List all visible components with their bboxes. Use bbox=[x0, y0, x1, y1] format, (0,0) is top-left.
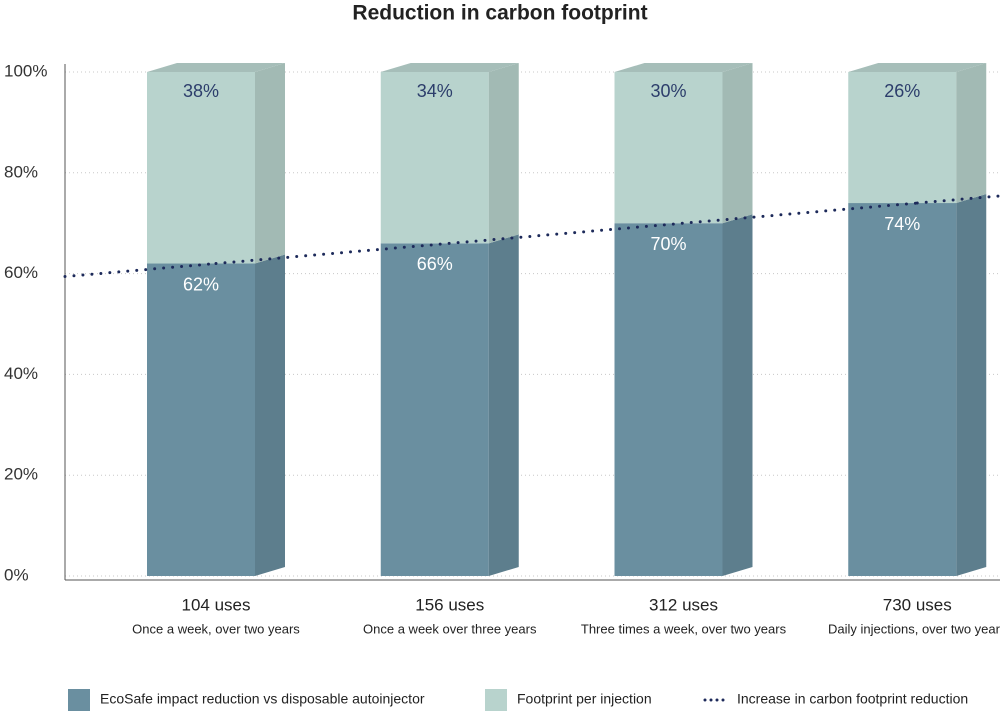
bar-side bbox=[488, 63, 519, 244]
bar-side bbox=[488, 234, 519, 577]
value-label: 70% bbox=[650, 234, 686, 254]
bar-top bbox=[147, 63, 285, 72]
y-tick-label: 40% bbox=[4, 364, 38, 383]
y-tick-label: 60% bbox=[4, 263, 38, 282]
bar bbox=[147, 72, 255, 264]
x-tick-label: 312 uses bbox=[649, 595, 718, 614]
chart-title: Reduction in carbon footprint bbox=[352, 2, 647, 25]
value-label: 30% bbox=[650, 81, 686, 101]
trend-extension bbox=[63, 262, 218, 279]
value-label: 66% bbox=[417, 254, 453, 274]
x-tick-sublabel: Three times a week, over two years bbox=[581, 621, 787, 636]
legend-label: Footprint per injection bbox=[517, 691, 652, 707]
bar-top bbox=[614, 63, 753, 72]
trend-line bbox=[214, 201, 919, 266]
bar bbox=[147, 263, 255, 576]
bar-side bbox=[255, 63, 285, 264]
bar-side bbox=[956, 63, 987, 204]
x-tick-label: 730 uses bbox=[883, 595, 952, 614]
value-label: 74% bbox=[884, 214, 920, 234]
bar bbox=[614, 223, 723, 576]
bar bbox=[848, 203, 957, 577]
bar-side bbox=[722, 214, 753, 576]
value-label: 26% bbox=[884, 81, 920, 101]
legend-label: EcoSafe impact reduction vs disposable a… bbox=[100, 691, 425, 707]
y-tick-label: 80% bbox=[4, 162, 38, 181]
y-tick-label: 100% bbox=[4, 61, 47, 80]
bar-side bbox=[956, 194, 987, 577]
x-tick-sublabel: Once a week over three years bbox=[363, 621, 537, 636]
y-tick-label: 20% bbox=[4, 465, 38, 484]
legend-label: Increase in carbon footprint reduction bbox=[737, 691, 968, 707]
value-label: 34% bbox=[417, 81, 453, 101]
x-tick-label: 156 uses bbox=[415, 595, 484, 614]
value-label: 62% bbox=[183, 274, 219, 294]
bar bbox=[614, 72, 723, 224]
x-tick-label: 104 uses bbox=[182, 595, 251, 614]
bar-top bbox=[380, 63, 519, 72]
bar-top bbox=[848, 63, 987, 72]
bar bbox=[380, 72, 489, 244]
x-tick-sublabel: Daily injections, over two years bbox=[828, 621, 1000, 636]
legend-swatch bbox=[485, 689, 507, 711]
y-tick-label: 0% bbox=[4, 565, 29, 584]
bar bbox=[848, 72, 957, 204]
x-tick-sublabel: Once a week, over two years bbox=[132, 621, 300, 636]
legend-swatch bbox=[68, 689, 90, 711]
bar-side bbox=[255, 254, 285, 576]
bar bbox=[380, 243, 489, 577]
value-label: 38% bbox=[183, 81, 219, 101]
bar-side bbox=[722, 63, 753, 224]
